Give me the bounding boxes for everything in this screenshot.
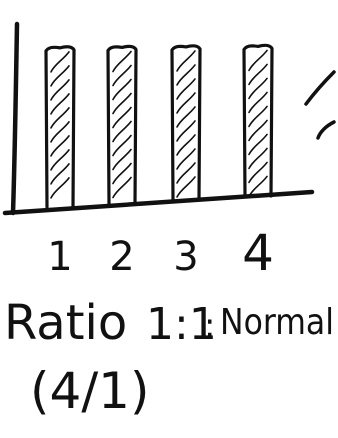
bar-hatch (176, 92, 196, 114)
bar-hatch (112, 92, 132, 115)
bar-hatch (176, 162, 196, 184)
bar-hatch (50, 51, 70, 73)
bar-hatch (248, 161, 268, 184)
y-axis-line (10, 21, 20, 216)
bar-hatch (248, 147, 268, 170)
bar-2 (106, 44, 138, 206)
bar-hatch (50, 65, 70, 87)
bar-outline (170, 44, 202, 202)
bar-hatch (248, 133, 268, 156)
x-tick-label: 4 (242, 224, 274, 282)
bar-hatch (112, 148, 132, 171)
bar-hatch (176, 148, 196, 170)
caption-ratio-word: Ratio (4, 295, 127, 351)
bar-hatch (112, 50, 132, 73)
caption-four-to-one: (4/1) (30, 362, 149, 420)
bar-hatch (50, 177, 70, 199)
bar-hatch (176, 106, 196, 128)
bar-hatch (112, 176, 132, 199)
bar-hatch (112, 120, 132, 143)
bar-hatch (112, 64, 132, 87)
bar-1 (44, 45, 76, 209)
bar-hatch (176, 64, 196, 86)
x-tick-label: 1 (47, 234, 72, 280)
bar-hatch (248, 91, 268, 114)
bar-hatch (112, 78, 132, 101)
bar-hatch (248, 49, 268, 72)
bar-hatch (176, 78, 196, 100)
bar-hatch (176, 50, 196, 72)
bar-hatch (50, 79, 70, 101)
bar-outline (44, 45, 76, 209)
bar-hatch (248, 105, 268, 128)
bars (44, 43, 274, 209)
bar-outline (242, 43, 274, 198)
bar-hatch (112, 134, 132, 157)
partial-stroke-mark (304, 70, 336, 106)
x-tick-label: 2 (109, 234, 134, 280)
bar-hatch (248, 119, 268, 142)
bar-hatch (176, 134, 196, 156)
x-tick-label: 3 (173, 234, 198, 280)
bar-hatch (248, 175, 268, 198)
bar-hatch (112, 162, 132, 185)
bar-hatch (248, 77, 268, 100)
bar-hatch (248, 63, 268, 86)
bar-hatch (50, 163, 70, 185)
caption-ratio-value: 1:1 (146, 299, 217, 350)
bar-hatch (112, 106, 132, 129)
bar-hatch (50, 121, 70, 143)
bar-hatch (176, 176, 196, 198)
bar-hatch (50, 93, 70, 115)
bar-4 (242, 43, 274, 198)
partial-stroke-mark-2 (316, 120, 336, 140)
bar-hatch (50, 107, 70, 129)
bar-outline (106, 44, 138, 206)
bar-hatch (50, 149, 70, 171)
caption-normal-label: Normal (220, 302, 334, 343)
x-axis-line (2, 189, 315, 216)
caption-separator: : (204, 306, 215, 346)
bar-3 (170, 44, 202, 202)
bar-hatch (50, 135, 70, 157)
bar-hatch (176, 120, 196, 142)
